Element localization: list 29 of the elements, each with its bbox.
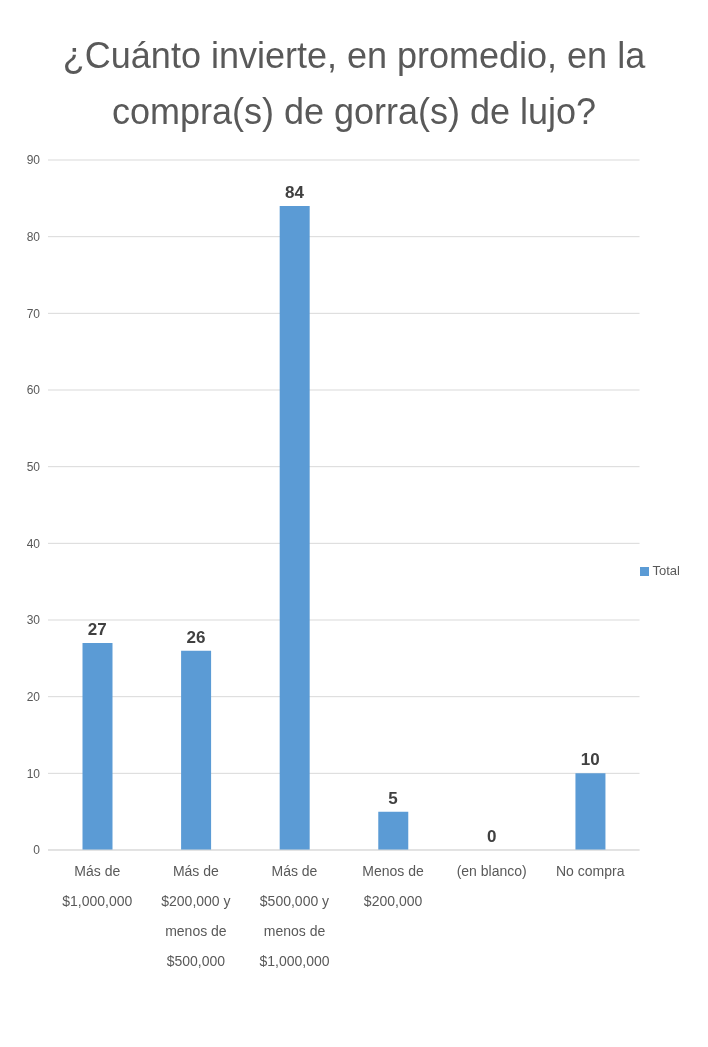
x-tick-label: Más de $1,000,000 xyxy=(62,862,133,909)
y-tick-label: 40 xyxy=(26,536,41,551)
y-tick-label: 80 xyxy=(26,229,41,244)
x-tick-label: No compra xyxy=(556,862,625,879)
bar xyxy=(82,643,113,850)
y-tick-label: 70 xyxy=(26,306,41,321)
legend-label: Total xyxy=(652,562,680,578)
y-tick-label: 0 xyxy=(33,843,41,858)
x-tick-label: Menos de $200,000 xyxy=(362,862,425,909)
x-tick-label: Más de $500,000 y menos de $1,000,000 xyxy=(259,862,330,969)
bar xyxy=(181,650,212,850)
y-tick-label: 60 xyxy=(26,383,41,398)
data-label: 10 xyxy=(580,750,600,770)
bar xyxy=(279,206,310,850)
chart-title: ¿Cuánto invierte, en promedio, en la compra(s) de gorra(s) de lujo? xyxy=(61,34,647,134)
y-tick-label: 90 xyxy=(26,153,41,168)
data-label: 84 xyxy=(285,183,305,202)
data-label: 5 xyxy=(388,788,398,808)
x-tick-label: (en blanco) xyxy=(456,862,527,879)
y-tick-label: 10 xyxy=(26,766,41,781)
y-tick-label: 20 xyxy=(26,689,41,704)
y-tick-label: 30 xyxy=(26,613,41,628)
bar xyxy=(378,811,409,850)
data-label: 27 xyxy=(87,620,107,639)
data-label: 26 xyxy=(186,627,206,647)
y-tick-label: 50 xyxy=(26,459,41,474)
bar xyxy=(575,773,606,850)
x-tick-label: Más de $200,000 y menos de $500,000 xyxy=(161,862,231,969)
data-label: 0 xyxy=(486,827,497,846)
